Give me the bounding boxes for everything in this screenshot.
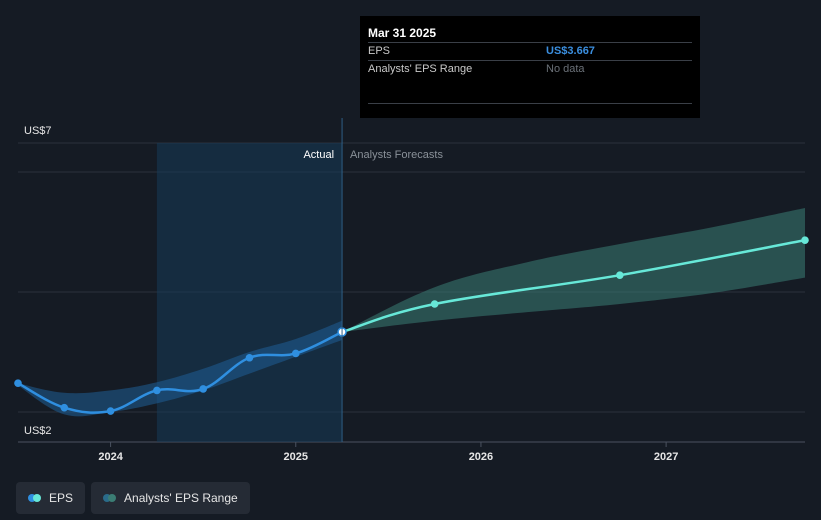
legend-eps[interactable]: EPS	[16, 482, 86, 514]
tooltip-eps-label: EPS	[368, 45, 391, 57]
y-axis-label-top: US$7	[24, 125, 52, 137]
tooltip-range-value: No data	[546, 63, 585, 75]
x-axis-ticks: 2024 2025 2026 2027	[98, 442, 678, 463]
eps-point[interactable]	[60, 403, 69, 412]
range-legend-icon	[103, 494, 117, 502]
grid-lines	[18, 142, 805, 443]
tooltip: Mar 31 2025 EPS US$3.667 Analysts' EPS R…	[360, 16, 700, 118]
tooltip-range-label: Analysts' EPS Range	[368, 63, 473, 75]
eps-point[interactable]	[14, 379, 22, 388]
legend: EPS Analysts' EPS Range	[16, 482, 250, 514]
actual-period-band	[156, 143, 343, 442]
range-area-forecast	[342, 208, 805, 332]
legend-eps-label: EPS	[49, 491, 74, 505]
forecast-section-label: Analysts Forecasts	[350, 149, 443, 161]
y-axis-label-bottom: US$2	[24, 425, 52, 437]
eps-point[interactable]	[106, 407, 115, 415]
x-tick-label: 2024	[98, 451, 123, 463]
actual-section-label: Actual	[303, 149, 334, 161]
legend-range[interactable]: Analysts' EPS Range	[91, 482, 250, 514]
eps-lines	[17, 238, 806, 414]
eps-actual-line	[17, 330, 343, 414]
range-area-actual	[18, 320, 343, 417]
tooltip-eps-row: EPS US$3.667	[368, 42, 692, 60]
eps-point[interactable]	[153, 386, 161, 395]
legend-range-label: Analysts' EPS Range	[124, 491, 238, 505]
eps-points[interactable]	[14, 236, 809, 415]
x-tick-label: 2026	[469, 451, 493, 463]
eps-forecast-point[interactable]	[430, 300, 439, 308]
eps-legend-icon	[28, 494, 41, 502]
eps-forecast-point[interactable]	[616, 271, 624, 280]
tooltip-date: Mar 31 2025	[368, 26, 437, 40]
eps-ranges	[18, 208, 805, 417]
tooltip-range-row: Analysts' EPS Range No data	[368, 60, 692, 104]
tooltip-eps-value: US$3.667	[546, 45, 595, 57]
x-tick-label: 2027	[654, 451, 678, 463]
eps-point[interactable]	[245, 353, 254, 362]
eps-forecast-line	[341, 238, 806, 334]
x-tick-label: 2025	[284, 451, 308, 463]
eps-point[interactable]	[291, 349, 300, 358]
eps-point[interactable]	[199, 385, 207, 393]
eps-forecast-point[interactable]	[801, 236, 809, 244]
